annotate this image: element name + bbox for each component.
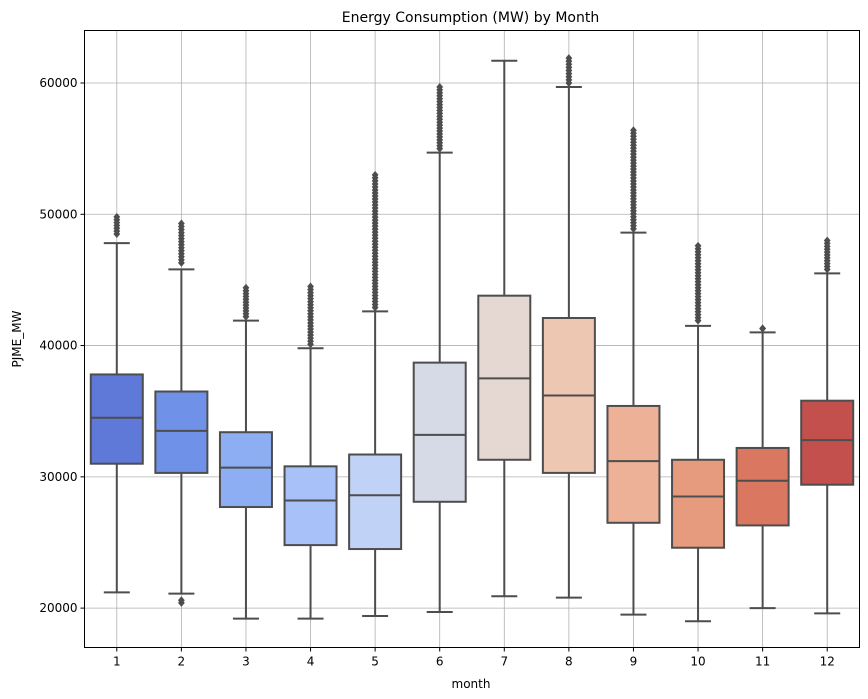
box-month-12 [800, 236, 855, 615]
x-axis-title: month [452, 677, 491, 691]
iqr-box [218, 431, 273, 509]
outlier-marker [242, 283, 250, 292]
y-tick-label: 40000 [39, 339, 77, 353]
box-month-6 [412, 82, 467, 614]
y-tick-label: 60000 [39, 76, 77, 90]
outlier-marker [113, 212, 121, 221]
box-month-4 [283, 282, 338, 620]
box-month-9 [606, 126, 661, 616]
x-tick-label: 5 [371, 655, 379, 669]
iqr-box [348, 453, 403, 551]
box-month-2 [154, 219, 209, 607]
outlier-marker [630, 126, 637, 135]
box-month-5 [348, 170, 403, 617]
iqr-box [671, 458, 726, 549]
outlier-marker [823, 236, 831, 245]
plot-frame [84, 30, 860, 648]
iqr-box [89, 373, 144, 465]
x-tick-label: 6 [436, 655, 444, 669]
box-month-7 [477, 59, 532, 598]
chart-title: Energy Consumption (MW) by Month [342, 10, 599, 26]
outlier-marker [694, 241, 702, 250]
box-month-3 [218, 283, 273, 620]
outlier-marker [565, 54, 573, 63]
iqr-box [800, 399, 855, 486]
x-tick-label: 8 [565, 655, 573, 669]
x-tick-label: 3 [242, 655, 250, 669]
iqr-box [412, 361, 467, 503]
x-tick-label: 10 [690, 655, 705, 669]
x-tick-label: 12 [820, 655, 835, 669]
grid-layer [84, 30, 860, 648]
outlier-marker [177, 219, 185, 228]
x-tick-label: 2 [178, 655, 186, 669]
outlier-marker [307, 282, 314, 291]
x-tick-label: 11 [755, 655, 770, 669]
iqr-box [606, 404, 661, 524]
outlier-marker [759, 324, 767, 333]
box-layer [89, 54, 855, 623]
outlier-marker [177, 596, 185, 605]
box-month-11 [735, 324, 790, 610]
box-month-10 [671, 241, 726, 623]
y-tick-label: 30000 [39, 470, 77, 484]
box-month-1 [89, 212, 144, 594]
iqr-box [283, 465, 338, 547]
x-tick-label: 9 [630, 655, 638, 669]
y-tick-label: 50000 [39, 207, 77, 221]
x-tick-label: 7 [500, 655, 508, 669]
outlier-marker [436, 82, 444, 91]
outlier-marker [371, 170, 379, 179]
box-month-8 [541, 54, 596, 599]
y-tick-label: 20000 [39, 601, 77, 615]
iqr-box [735, 446, 790, 527]
y-axis-title: PJME_MW [10, 310, 24, 367]
x-tick-label: 4 [307, 655, 315, 669]
x-tick-label: 1 [113, 655, 121, 669]
iqr-box [154, 390, 209, 474]
